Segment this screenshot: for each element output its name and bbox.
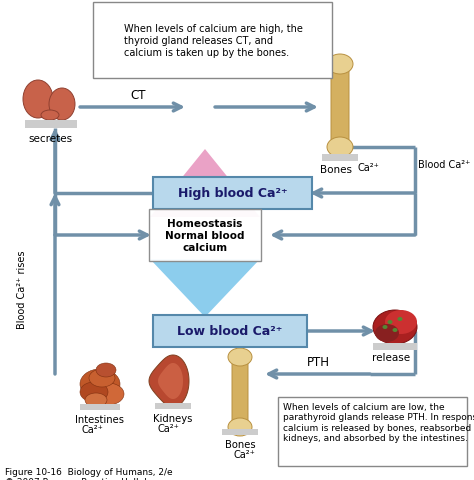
Ellipse shape [228, 418, 252, 436]
Polygon shape [150, 260, 260, 317]
Ellipse shape [385, 311, 417, 334]
Ellipse shape [228, 348, 252, 366]
Text: Low blood Ca²⁺: Low blood Ca²⁺ [177, 325, 283, 338]
Text: Ca²⁺: Ca²⁺ [358, 163, 380, 173]
Ellipse shape [388, 320, 392, 324]
Ellipse shape [96, 363, 116, 377]
Ellipse shape [85, 393, 107, 407]
Ellipse shape [23, 81, 53, 119]
Ellipse shape [327, 138, 353, 157]
FancyBboxPatch shape [155, 403, 191, 409]
Text: Bones: Bones [320, 165, 352, 175]
Polygon shape [158, 363, 183, 399]
Ellipse shape [49, 89, 75, 121]
Text: When levels of calcium are high, the
thyroid gland releases CT, and
calcium is t: When levels of calcium are high, the thy… [124, 24, 302, 58]
Text: CT: CT [130, 89, 146, 102]
FancyBboxPatch shape [232, 359, 248, 423]
Text: PTH: PTH [307, 355, 329, 368]
Text: Ca²⁺: Ca²⁺ [233, 449, 255, 459]
Polygon shape [149, 355, 189, 407]
Text: Blood Ca²⁺ rises: Blood Ca²⁺ rises [17, 250, 27, 329]
Text: Kidneys: Kidneys [153, 413, 193, 423]
FancyBboxPatch shape [25, 121, 77, 129]
Ellipse shape [80, 369, 120, 399]
Ellipse shape [41, 111, 59, 121]
Ellipse shape [383, 325, 388, 329]
FancyBboxPatch shape [93, 3, 332, 79]
FancyBboxPatch shape [322, 155, 358, 162]
Text: Homeostasis
Normal blood
calcium: Homeostasis Normal blood calcium [165, 218, 245, 253]
Ellipse shape [398, 317, 402, 321]
FancyBboxPatch shape [149, 210, 261, 262]
FancyBboxPatch shape [222, 429, 258, 435]
FancyBboxPatch shape [373, 343, 417, 350]
Ellipse shape [373, 311, 417, 344]
Ellipse shape [89, 369, 115, 387]
Ellipse shape [392, 328, 398, 332]
Text: Blood Ca²⁺ lowers: Blood Ca²⁺ lowers [418, 160, 474, 169]
FancyBboxPatch shape [153, 178, 312, 210]
Text: release: release [372, 352, 410, 362]
Ellipse shape [92, 383, 124, 405]
FancyBboxPatch shape [331, 68, 349, 142]
FancyBboxPatch shape [80, 404, 120, 410]
Text: Figure 10-16  Biology of Humans, 2/e
© 2007 Pearson Prentice Hall, Inc.: Figure 10-16 Biology of Humans, 2/e © 20… [5, 467, 173, 480]
Polygon shape [150, 150, 260, 217]
Text: Intestines: Intestines [75, 414, 125, 424]
FancyBboxPatch shape [278, 397, 467, 466]
Text: When levels of calcium are low, the
parathyroid glands release PTH. In response,: When levels of calcium are low, the para… [283, 402, 474, 442]
Text: Ca²⁺: Ca²⁺ [81, 424, 103, 434]
Text: High blood Ca²⁺: High blood Ca²⁺ [178, 187, 287, 200]
Ellipse shape [327, 55, 353, 75]
Text: Bones: Bones [225, 439, 255, 449]
Text: secretes: secretes [28, 134, 72, 144]
FancyBboxPatch shape [153, 315, 307, 347]
Text: Ca²⁺: Ca²⁺ [157, 423, 179, 433]
Ellipse shape [80, 382, 108, 402]
Ellipse shape [375, 324, 399, 342]
